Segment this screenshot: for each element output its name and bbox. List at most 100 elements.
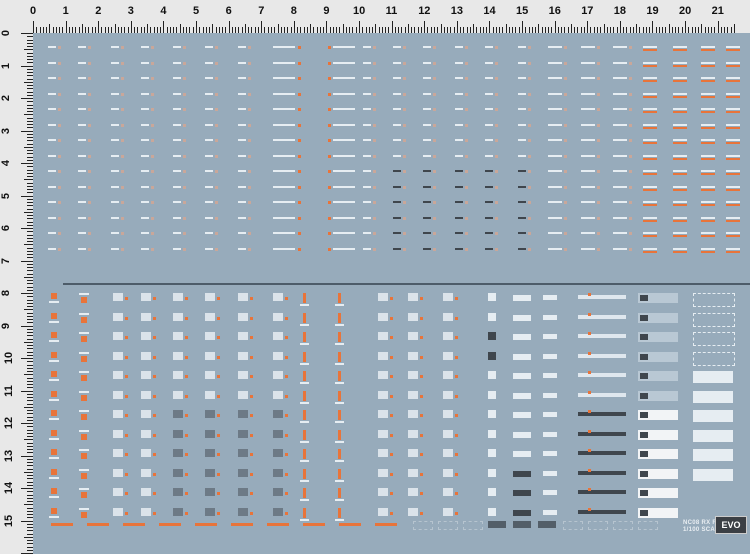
- decal: [465, 108, 468, 111]
- decal: [273, 410, 283, 418]
- ruler-tick: [290, 27, 292, 33]
- ruler-tick: [499, 27, 501, 33]
- decal: [151, 216, 154, 220]
- decal: [141, 232, 149, 234]
- ruler-tick: [24, 504, 33, 506]
- decal: [113, 507, 123, 516]
- ruler-tick: [27, 91, 33, 93]
- ruler-tick: [27, 387, 33, 389]
- decal: [513, 470, 531, 477]
- ruler-tick: [21, 163, 33, 164]
- decal: [643, 126, 657, 129]
- decal: [390, 316, 393, 320]
- decal: [273, 46, 295, 48]
- decal: [363, 247, 371, 250]
- decal: [403, 201, 406, 204]
- decal-strip: [123, 523, 145, 526]
- ruler-tick: [300, 27, 302, 33]
- ruler-tick: [218, 27, 220, 33]
- decal: [250, 316, 253, 320]
- decal: [373, 108, 376, 111]
- decal: [443, 507, 453, 516]
- decal: [673, 123, 687, 126]
- decal: [183, 61, 186, 65]
- decal: [78, 108, 86, 110]
- decal: [248, 77, 251, 80]
- decal: [285, 453, 288, 456]
- decal: [578, 470, 626, 475]
- decal: [726, 157, 740, 160]
- decal: [638, 449, 678, 459]
- decal: [333, 154, 355, 157]
- decal: [578, 314, 626, 319]
- decal: [113, 371, 123, 379]
- ruler-tick: [567, 27, 569, 33]
- ruler-tick: [551, 27, 553, 33]
- decal: [125, 355, 128, 359]
- decal: [638, 293, 678, 303]
- decal: [151, 185, 154, 189]
- decal: [673, 157, 687, 160]
- decal: [423, 232, 431, 234]
- decal: [363, 46, 371, 48]
- decal: [455, 453, 458, 456]
- ruler-tick: [27, 94, 33, 96]
- decal: [548, 46, 562, 48]
- decal: [726, 154, 740, 157]
- decal: [543, 490, 557, 495]
- decal: [78, 46, 86, 48]
- decal: [420, 453, 423, 456]
- decal: [58, 61, 61, 65]
- ruler-tick: [616, 27, 618, 33]
- decal: [303, 371, 306, 381]
- decal: [597, 92, 600, 96]
- decal: [640, 392, 648, 399]
- decal: [643, 80, 657, 82]
- decal: [726, 64, 740, 67]
- decal: [726, 235, 740, 237]
- decal: [185, 336, 188, 339]
- decal: [378, 371, 388, 379]
- decal: [485, 201, 493, 203]
- decal: [643, 142, 657, 144]
- decal: [613, 108, 627, 110]
- decal-strip: [231, 523, 253, 526]
- ruler-left-label: 8: [0, 289, 13, 297]
- decal: [333, 170, 355, 172]
- decal: [518, 61, 526, 64]
- ruler-tick: [140, 27, 142, 33]
- decal: [597, 123, 600, 127]
- ruler-tick: [81, 24, 83, 33]
- ruler-tick: [27, 202, 33, 203]
- decal: [48, 123, 56, 126]
- decal: [408, 371, 418, 379]
- ruler-tick: [430, 27, 432, 33]
- decal: [643, 250, 657, 253]
- decal: [701, 173, 715, 175]
- decal: [273, 77, 295, 79]
- decal: [183, 247, 186, 251]
- decal: [173, 92, 181, 95]
- decal: [588, 312, 591, 316]
- decal: [49, 496, 59, 498]
- decal: [183, 154, 186, 158]
- decal: [58, 170, 61, 173]
- decal-bird: [488, 332, 496, 340]
- ruler-tick: [456, 21, 458, 33]
- decal: [303, 429, 306, 440]
- ruler-tick: [27, 127, 33, 129]
- ruler-tick: [134, 27, 136, 33]
- decal: [328, 46, 331, 49]
- decal: [185, 453, 188, 456]
- ruler-tick: [27, 549, 33, 551]
- decal: [141, 371, 151, 379]
- decal: [726, 173, 740, 175]
- decal: [588, 410, 591, 413]
- ruler-tick: [27, 481, 33, 483]
- ruler-tick: [27, 36, 33, 38]
- decal: [726, 188, 740, 191]
- decal: [363, 77, 371, 79]
- decal: [495, 201, 498, 204]
- decal: [613, 123, 627, 126]
- decal: [78, 247, 86, 250]
